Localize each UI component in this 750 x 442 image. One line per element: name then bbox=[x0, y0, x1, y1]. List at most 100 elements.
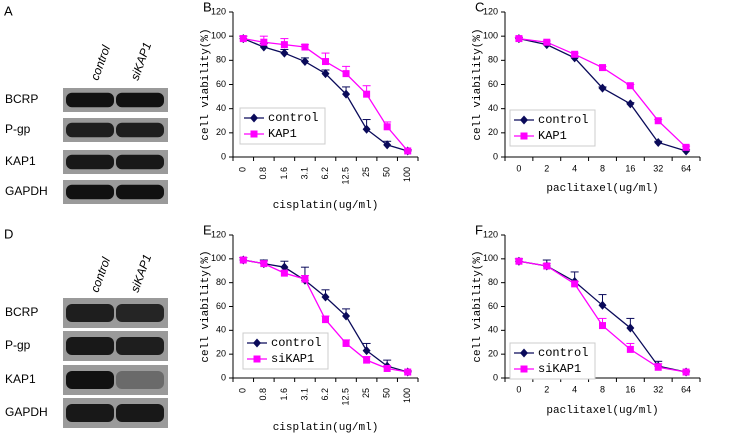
marker bbox=[543, 38, 551, 46]
y-tick-label: 20 bbox=[488, 349, 498, 359]
marker bbox=[301, 43, 309, 51]
x-tick-label: 1.6 bbox=[279, 388, 289, 401]
marker bbox=[520, 132, 528, 140]
x-tick-label: 2 bbox=[544, 163, 549, 173]
blot-band bbox=[66, 337, 114, 355]
legend-label: control bbox=[268, 111, 318, 125]
blot-band bbox=[66, 154, 114, 170]
x-tick-label: 4 bbox=[572, 384, 577, 394]
y-tick-label: 100 bbox=[211, 253, 226, 263]
marker bbox=[654, 117, 662, 125]
marker bbox=[599, 322, 606, 330]
legend-label: siKAP1 bbox=[271, 352, 314, 366]
x-axis-label: paclitaxel(ug/ml) bbox=[546, 405, 658, 417]
x-tick-label: 16 bbox=[625, 163, 635, 173]
blot-band bbox=[66, 122, 114, 138]
marker bbox=[280, 262, 289, 272]
y-tick-label: 60 bbox=[216, 79, 226, 89]
y-tick-label: 20 bbox=[216, 127, 226, 137]
y-tick-label: 40 bbox=[216, 325, 226, 335]
y-axis-label: cell viability(%) bbox=[472, 250, 484, 362]
y-tick-label: 0 bbox=[221, 151, 226, 161]
legend-label: control bbox=[271, 336, 321, 350]
marker bbox=[280, 48, 289, 58]
lane-label: siKAP1 bbox=[128, 252, 155, 294]
y-tick-label: 40 bbox=[216, 103, 226, 113]
marker bbox=[599, 64, 606, 72]
x-tick-label: 8 bbox=[600, 163, 605, 173]
x-axis-label: cisplatin(ug/ml) bbox=[273, 200, 379, 212]
panel-label: C bbox=[475, 0, 484, 14]
blot-band bbox=[116, 404, 164, 422]
y-tick-label: 80 bbox=[488, 277, 498, 287]
marker bbox=[321, 69, 330, 79]
blot-band bbox=[116, 184, 164, 200]
y-tick-label: 60 bbox=[216, 301, 226, 311]
y-tick-label: 80 bbox=[216, 55, 226, 65]
marker bbox=[342, 311, 351, 321]
y-tick-label: 60 bbox=[488, 301, 498, 311]
marker bbox=[626, 323, 635, 333]
marker bbox=[301, 275, 309, 283]
x-axis-label: cisplatin(ug/ml) bbox=[273, 422, 379, 434]
x-tick-label: 1.6 bbox=[279, 167, 289, 180]
y-tick-label: 120 bbox=[211, 229, 226, 239]
y-tick-label: 100 bbox=[211, 31, 226, 41]
marker bbox=[362, 346, 371, 356]
x-tick-label: 50 bbox=[382, 167, 392, 177]
y-tick-label: 0 bbox=[493, 151, 498, 161]
blot-band bbox=[116, 154, 164, 170]
marker bbox=[571, 280, 579, 288]
marker bbox=[383, 364, 391, 372]
marker bbox=[654, 363, 662, 371]
x-tick-label: 0 bbox=[238, 388, 248, 393]
x-tick-label: 3.1 bbox=[299, 167, 309, 180]
row-label: GAPDH bbox=[5, 184, 48, 198]
blot-band bbox=[66, 371, 114, 389]
panel-label: E bbox=[203, 222, 212, 237]
row-label: GAPDH bbox=[5, 405, 48, 419]
row-label: KAP1 bbox=[5, 372, 36, 386]
marker bbox=[598, 83, 607, 93]
blot-band bbox=[116, 337, 164, 355]
y-tick-label: 0 bbox=[493, 372, 498, 382]
y-tick-label: 40 bbox=[488, 103, 498, 113]
y-tick-label: 60 bbox=[488, 79, 498, 89]
panel-label: A bbox=[4, 3, 13, 18]
marker bbox=[342, 70, 350, 78]
marker bbox=[626, 82, 634, 90]
x-tick-label: 0 bbox=[516, 384, 521, 394]
x-tick-label: 32 bbox=[653, 384, 663, 394]
x-tick-label: 0 bbox=[238, 167, 248, 172]
x-tick-label: 2 bbox=[544, 384, 549, 394]
marker bbox=[626, 345, 634, 353]
legend-label: KAP1 bbox=[538, 129, 567, 143]
x-tick-label: 0.8 bbox=[258, 167, 268, 180]
x-tick-label: 6.2 bbox=[320, 388, 330, 401]
y-axis-label: cell viability(%) bbox=[200, 250, 212, 362]
y-tick-label: 20 bbox=[488, 127, 498, 137]
marker bbox=[682, 143, 690, 151]
x-tick-label: 100 bbox=[402, 388, 412, 403]
x-tick-label: 64 bbox=[681, 384, 691, 394]
y-tick-label: 100 bbox=[483, 253, 498, 263]
lane-label: control bbox=[88, 255, 114, 294]
blot-band bbox=[66, 184, 114, 200]
row-label: BCRP bbox=[5, 305, 38, 319]
marker bbox=[253, 338, 261, 348]
x-tick-label: 0.8 bbox=[258, 388, 268, 401]
marker bbox=[515, 35, 523, 43]
row-label: P-gp bbox=[5, 122, 31, 136]
marker bbox=[682, 368, 690, 376]
legend-label: siKAP1 bbox=[538, 362, 581, 376]
marker bbox=[362, 124, 371, 134]
x-tick-label: 6.2 bbox=[320, 167, 330, 180]
marker bbox=[250, 130, 258, 138]
marker bbox=[253, 355, 261, 363]
marker bbox=[543, 262, 551, 270]
y-tick-label: 120 bbox=[483, 6, 498, 16]
y-tick-label: 80 bbox=[488, 55, 498, 65]
marker bbox=[280, 41, 288, 49]
lane-label: control bbox=[88, 43, 114, 82]
